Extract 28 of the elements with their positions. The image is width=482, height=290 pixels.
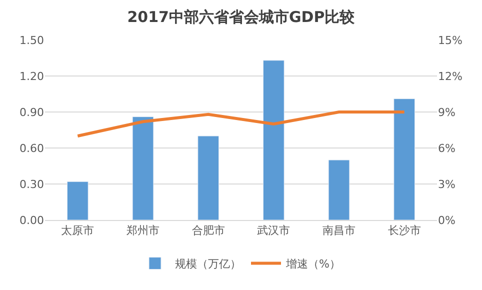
y-tick-label: 0.00 <box>20 214 44 227</box>
bar <box>328 160 350 220</box>
bar <box>394 98 416 220</box>
x-tick-label: 武汉市 <box>257 224 290 238</box>
legend-label: 增速（%） <box>285 258 340 271</box>
y2-tick-label: 3% <box>438 178 456 191</box>
x-tick-label: 合肥市 <box>192 224 225 238</box>
x-tick-label: 长沙市 <box>388 224 421 238</box>
chart-title: 2017中部六省省会城市GDP比较 <box>127 8 356 26</box>
y2-tick-label: 12% <box>438 70 462 83</box>
x-tick-label: 郑州市 <box>126 224 160 238</box>
x-tick-label: 南昌市 <box>322 224 356 238</box>
y-tick-label: 0.60 <box>20 142 44 155</box>
bar <box>66 181 88 220</box>
y-tick-label: 1.50 <box>20 34 44 47</box>
y2-tick-label: 0% <box>438 214 456 227</box>
legend-label: 规模（万亿） <box>175 258 241 271</box>
y2-tick-label: 6% <box>438 142 456 155</box>
y-tick-label: 0.90 <box>20 106 44 119</box>
y2-tick-label: 15% <box>438 34 462 47</box>
line-series <box>76 110 406 138</box>
y-tick-label: 0.30 <box>20 178 44 191</box>
bar <box>262 60 284 220</box>
bar <box>198 136 220 220</box>
bar <box>132 116 154 220</box>
x-tick-label: 太原市 <box>61 224 94 238</box>
y2-tick-label: 9% <box>438 106 456 119</box>
y-tick-label: 1.20 <box>20 70 44 83</box>
